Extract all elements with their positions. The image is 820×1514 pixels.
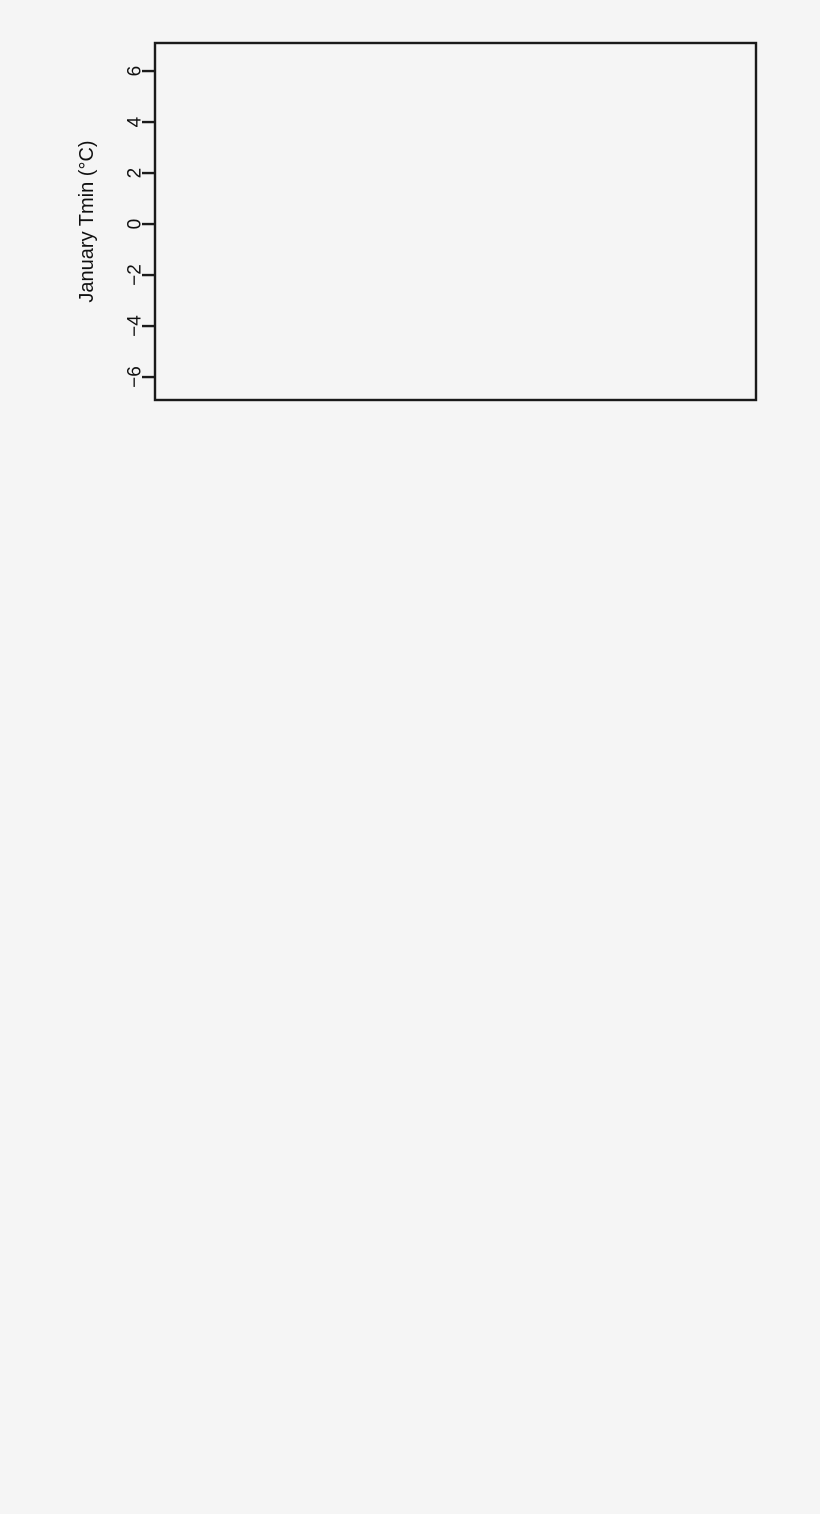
- y-axis-tick-label: 0: [125, 219, 146, 230]
- y-axis-title: January Tmin (°C): [76, 140, 98, 302]
- y-axis-tick-label: 6: [125, 66, 146, 77]
- y-axis-tick-label: −4: [125, 315, 146, 337]
- chart-panel-1: 6 4 2 0 −2 −4 −6 January Tmin (°C): [76, 41, 758, 402]
- y-axis-tick-label: 2: [125, 168, 146, 179]
- plot-frame: [153, 41, 758, 402]
- y-axis-tick-label: −6: [125, 366, 146, 388]
- y-axis-tick-label: −2: [125, 264, 146, 286]
- y-axis-tick-label: 4: [125, 116, 146, 127]
